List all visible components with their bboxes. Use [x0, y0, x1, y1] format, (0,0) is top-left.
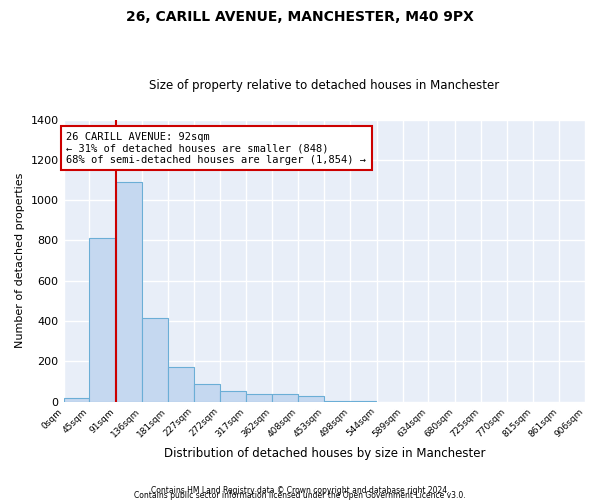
Bar [246, 394, 272, 402]
Bar [272, 394, 298, 402]
Bar [89, 238, 115, 402]
Text: 26 CARILL AVENUE: 92sqm
← 31% of detached houses are smaller (848)
68% of semi-d: 26 CARILL AVENUE: 92sqm ← 31% of detache… [67, 132, 367, 165]
Bar [220, 390, 246, 402]
Bar [324, 400, 350, 402]
Bar [194, 384, 220, 402]
Bar [116, 182, 142, 402]
Bar [350, 400, 376, 402]
Bar [298, 396, 324, 402]
Title: Size of property relative to detached houses in Manchester: Size of property relative to detached ho… [149, 79, 499, 92]
Bar [64, 398, 89, 402]
Text: 26, CARILL AVENUE, MANCHESTER, M40 9PX: 26, CARILL AVENUE, MANCHESTER, M40 9PX [126, 10, 474, 24]
X-axis label: Distribution of detached houses by size in Manchester: Distribution of detached houses by size … [164, 447, 485, 460]
Text: Contains HM Land Registry data © Crown copyright and database right 2024.: Contains HM Land Registry data © Crown c… [151, 486, 449, 495]
Y-axis label: Number of detached properties: Number of detached properties [15, 173, 25, 348]
Bar [168, 368, 194, 402]
Text: Contains public sector information licensed under the Open Government Licence v3: Contains public sector information licen… [134, 491, 466, 500]
Bar [142, 318, 168, 402]
